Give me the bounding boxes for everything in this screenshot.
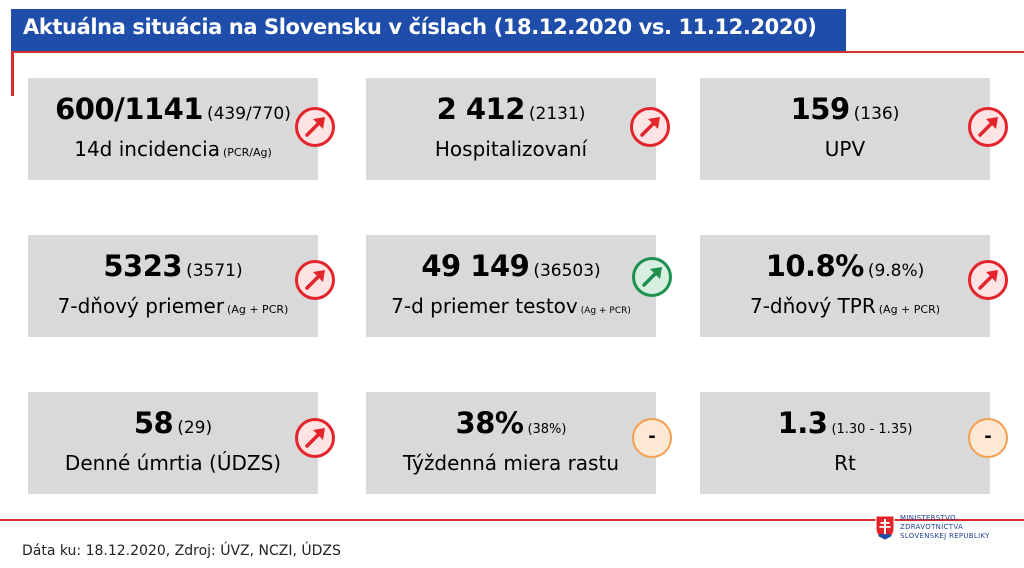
stat-value: 49 149 (421, 249, 530, 283)
stat-sublabel: (PCR/Ag) (223, 146, 272, 159)
stat-card-growth: 38% (38%) Týždenná miera rastu (366, 392, 656, 494)
trend-neutral-symbol: - (648, 426, 656, 447)
stat-value: 58 (133, 406, 174, 440)
trend-up-icon (295, 418, 335, 458)
stat-previous: (36503) (533, 261, 601, 281)
data-source-note: Dáta ku: 18.12.2020, Zdroj: ÚVZ, NCZI, Ú… (22, 543, 341, 559)
stat-previous: (136) (853, 104, 900, 124)
stat-label: Rt (834, 451, 856, 475)
stat-label: Týždenná miera rastu (403, 451, 619, 475)
logo-line-3: SLOVENSKEJ REPUBLIKY (900, 532, 990, 540)
stat-sublabel: (Ag + PCR) (227, 303, 289, 316)
trend-up-icon (295, 107, 335, 147)
stat-previous: (439/770) (206, 104, 291, 124)
left-accent-bar (11, 53, 14, 96)
trend-up-icon (632, 257, 672, 297)
stat-label: 7-dňový priemer (57, 294, 225, 318)
trend-neutral-icon: - (968, 418, 1008, 458)
trend-up-icon (968, 260, 1008, 300)
stat-sublabel: (Ag + PCR) (580, 306, 631, 316)
stat-card-upv: 159 (136) UPV (700, 78, 990, 180)
ministry-logo: MINISTERSTVO ZDRAVOTNÍCTVA SLOVENSKEJ RE… (875, 512, 995, 548)
trend-neutral-icon: - (632, 418, 672, 458)
stat-label: Hospitalizovaní (434, 137, 588, 161)
page-title: Aktuálna situácia na Slovensku v číslach… (23, 15, 817, 39)
stat-card-7d-average: 5323 (3571) 7-dňový priemer (Ag + PCR) (28, 235, 318, 337)
stat-sublabel: (Ag + PCR) (878, 303, 941, 316)
stat-card-deaths: 58 (29) Denné úmrtia (ÚDZS) (28, 392, 318, 494)
stat-card-tpr: 10.8% (9.8%) 7-dňový TPR (Ag + PCR) (700, 235, 990, 337)
trend-up-icon (295, 260, 335, 300)
stat-card-hospitalized: 2 412 (2131) Hospitalizovaní (366, 78, 656, 180)
stat-label: 7-dňový TPR (749, 294, 876, 318)
stat-previous: (38%) (527, 422, 567, 437)
title-bar: Aktuálna situácia na Slovensku v číslach… (11, 9, 846, 51)
footer-divider (0, 519, 1024, 521)
trend-up-icon (968, 107, 1008, 147)
stat-value: 600/1141 (55, 92, 203, 126)
stat-label: 7-d priemer testov (391, 294, 578, 318)
stat-label: Denné úmrtia (ÚDZS) (64, 451, 282, 475)
stat-label: 14d incidencia (74, 137, 220, 161)
stat-card-rt: 1.3 (1.30 - 1.35) Rt (700, 392, 990, 494)
logo-line-2: ZDRAVOTNÍCTVA (900, 523, 964, 531)
stat-previous: (3571) (186, 261, 243, 281)
stat-card-incidence: 600/1141 (439/770) 14d incidencia (PCR/Ag) (28, 78, 318, 180)
stat-value: 38% (455, 406, 524, 440)
stat-previous: (2131) (528, 104, 586, 124)
stat-value: 10.8% (765, 249, 865, 283)
logo-line-1: MINISTERSTVO (900, 514, 956, 522)
stat-value: 1.3 (777, 406, 828, 440)
trend-up-icon (630, 107, 670, 147)
stat-previous: (9.8%) (867, 261, 925, 281)
title-underline (11, 51, 1024, 53)
stat-label: UPV (824, 137, 866, 161)
trend-neutral-symbol: - (984, 426, 992, 447)
stat-previous: (1.30 - 1.35) (831, 422, 913, 437)
stat-card-7d-tests: 49 149 (36503) 7-d priemer testov (Ag + PC… (366, 235, 656, 337)
stat-value: 159 (790, 92, 851, 126)
stat-value: 5323 (103, 249, 183, 283)
stat-previous: (29) (177, 418, 213, 438)
slovak-coat-of-arms-icon (875, 515, 895, 541)
stat-value: 2 412 (436, 92, 526, 126)
